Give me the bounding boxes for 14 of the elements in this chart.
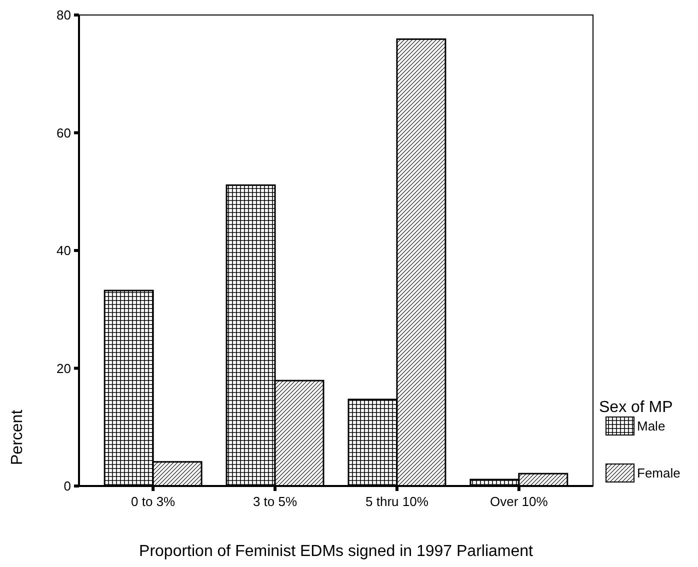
- y-tick-label: 0: [64, 478, 71, 494]
- y-tick-label: 80: [56, 8, 71, 23]
- x-axis-title: Proportion of Feminist EDMs signed in 1997 Parliament: [139, 543, 534, 560]
- x-tick-label: 5 thru 10%: [366, 494, 429, 509]
- y-axis-title: Percent: [9, 409, 26, 465]
- y-tick-label: 60: [56, 125, 71, 140]
- y-tick-label: 40: [56, 243, 71, 258]
- legend-label: Male: [637, 418, 666, 434]
- y-tick-label: 20: [56, 360, 71, 376]
- x-tick-label: Over 10%: [490, 494, 548, 509]
- x-tick-label: 3 to 5%: [252, 494, 298, 509]
- x-tick-label: 0 to 3%: [131, 494, 176, 509]
- legend-title: Sex of MP: [599, 399, 673, 416]
- legend-label: Female: [637, 466, 680, 481]
